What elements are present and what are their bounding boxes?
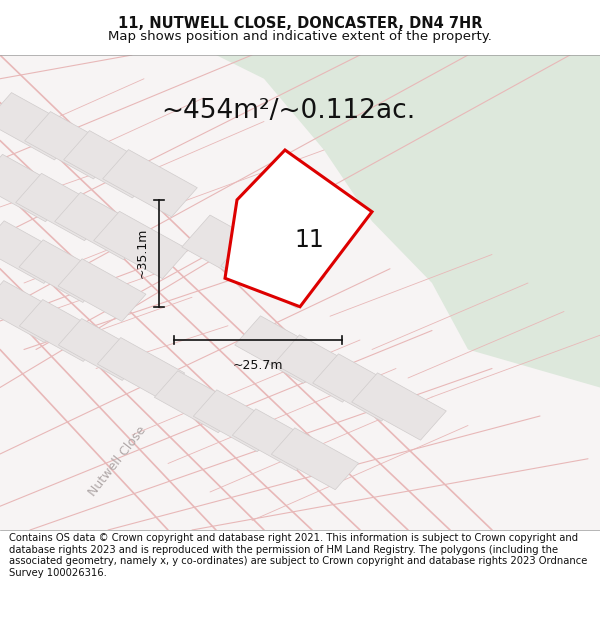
Text: Map shows position and indicative extent of the property.: Map shows position and indicative extent… (108, 30, 492, 43)
Polygon shape (154, 371, 242, 432)
Polygon shape (55, 192, 149, 259)
Polygon shape (58, 319, 146, 381)
Polygon shape (97, 338, 185, 399)
Text: ~25.7m: ~25.7m (233, 359, 283, 372)
Polygon shape (94, 211, 188, 279)
Polygon shape (0, 281, 68, 342)
Polygon shape (58, 259, 146, 321)
Polygon shape (313, 354, 407, 421)
Text: ~454m²/~0.112ac.: ~454m²/~0.112ac. (161, 98, 415, 124)
Text: Nutwell Close: Nutwell Close (86, 424, 148, 499)
Polygon shape (16, 173, 110, 241)
Text: 11, NUTWELL CLOSE, DONCASTER, DN4 7HR: 11, NUTWELL CLOSE, DONCASTER, DN4 7HR (118, 16, 482, 31)
Text: Contains OS data © Crown copyright and database right 2021. This information is : Contains OS data © Crown copyright and d… (9, 533, 587, 578)
Polygon shape (271, 428, 359, 490)
Polygon shape (182, 215, 286, 289)
Polygon shape (221, 234, 325, 308)
Polygon shape (235, 316, 329, 383)
Polygon shape (274, 335, 368, 402)
Polygon shape (19, 299, 107, 361)
Polygon shape (25, 112, 119, 179)
Polygon shape (0, 221, 68, 284)
Polygon shape (352, 373, 446, 440)
Polygon shape (0, 92, 80, 160)
Polygon shape (216, 55, 600, 388)
Polygon shape (103, 149, 197, 217)
Polygon shape (19, 240, 107, 302)
Polygon shape (232, 409, 320, 471)
Polygon shape (0, 154, 71, 222)
Polygon shape (64, 131, 158, 198)
Polygon shape (225, 150, 372, 307)
Text: ~35.1m: ~35.1m (135, 228, 148, 279)
Polygon shape (193, 390, 281, 452)
Text: 11: 11 (294, 228, 324, 253)
